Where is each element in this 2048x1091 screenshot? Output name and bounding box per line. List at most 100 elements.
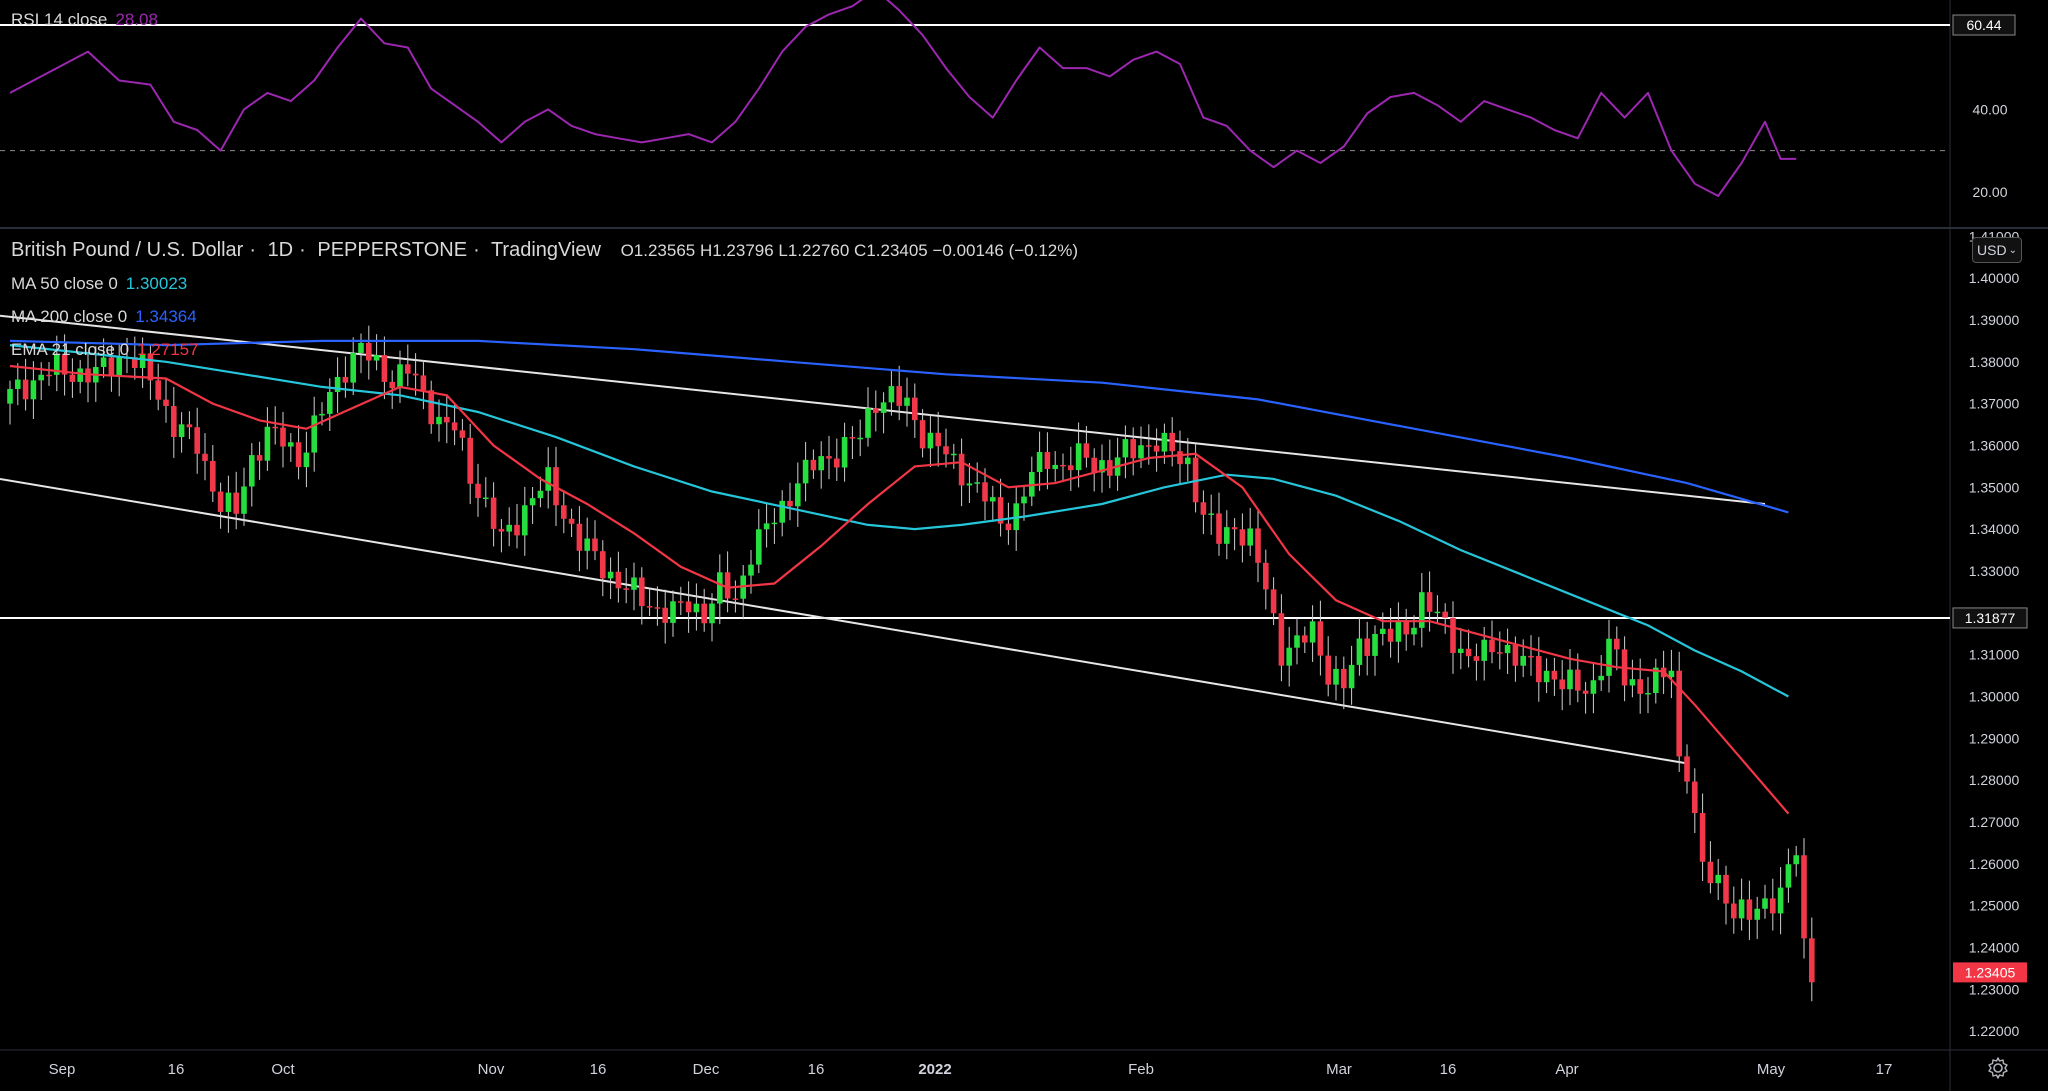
chevron-down-icon: ⌄ — [2008, 244, 2017, 256]
last-price-label: 1.23405 — [1965, 964, 2016, 980]
time-tick-label: May — [1757, 1061, 1786, 1078]
candle-body — [623, 588, 629, 590]
candle-body — [841, 437, 848, 468]
candle-body — [1380, 628, 1386, 634]
price-tick-label: 1.38000 — [1969, 354, 2020, 370]
candle-body — [1278, 613, 1285, 666]
ma50-legend[interactable]: MA 50 close 0 1.30023 — [11, 274, 187, 294]
ma50-line — [9, 344, 1789, 698]
candle-body — [1762, 898, 1768, 909]
candle-body — [1177, 451, 1183, 465]
candle-body — [607, 571, 614, 579]
candle-body — [15, 379, 21, 389]
candle-body — [1231, 527, 1238, 530]
price-tick-label: 1.22000 — [1969, 1023, 2020, 1039]
candle-body — [880, 402, 887, 413]
gear-icon[interactable] — [1986, 1056, 2010, 1080]
candle-body — [1200, 502, 1207, 515]
candle-body — [1208, 513, 1214, 515]
candle-body — [795, 483, 801, 507]
symbol-platform: TradingView — [490, 239, 601, 261]
symbol-broker: PEPPERSTONE — [317, 239, 468, 261]
candle-body — [1302, 635, 1308, 643]
candle-body — [381, 355, 388, 382]
candle-body — [662, 607, 668, 623]
candle-body — [1793, 855, 1799, 865]
candle-body — [1387, 628, 1394, 642]
candle-body — [1239, 529, 1246, 546]
candle-body — [1707, 861, 1714, 884]
candle-body — [1434, 611, 1441, 614]
candle-body — [202, 453, 208, 461]
rsi-tick-label: 20.00 — [1972, 184, 2007, 200]
candle-body — [1567, 669, 1573, 690]
candle-body — [1044, 452, 1051, 469]
candle-body — [810, 459, 817, 471]
candle-body — [1364, 638, 1370, 656]
candle-body — [966, 483, 973, 486]
candle-body — [802, 459, 809, 484]
candle-body — [724, 572, 731, 599]
candle-body — [1473, 656, 1480, 661]
candle-body — [132, 357, 138, 368]
ema21-legend[interactable]: EMA 21 close 0 1.27157 — [11, 340, 199, 360]
channel-lower-line — [0, 477, 1688, 765]
time-tick-label: Mar — [1326, 1061, 1352, 1078]
candle-body — [576, 523, 583, 551]
candle-body — [30, 380, 37, 400]
candle-body — [241, 486, 247, 514]
candle-body — [1395, 621, 1402, 642]
candle-body — [1504, 644, 1511, 654]
candle-body — [1699, 813, 1706, 862]
candle-body — [1497, 652, 1503, 654]
currency-select[interactable]: USD ⌄ — [1972, 237, 2022, 263]
candle-body — [1465, 648, 1472, 657]
time-tick-label: 16 — [808, 1061, 825, 1078]
candle-body — [990, 497, 996, 502]
candle-body — [951, 453, 957, 456]
candle-body — [1309, 621, 1316, 643]
candle-body — [1185, 457, 1191, 465]
candle-body — [654, 607, 661, 609]
candle-body — [1543, 670, 1550, 683]
candle-body — [834, 458, 840, 468]
candle-body — [327, 391, 333, 414]
ema21-legend-label: EMA 21 close 0 — [11, 340, 130, 359]
candle-body — [116, 357, 122, 376]
candle-body — [1653, 667, 1659, 693]
time-tick-label: Apr — [1555, 1061, 1578, 1078]
candle-body — [1333, 668, 1339, 685]
candle-body — [1785, 864, 1792, 888]
ma200-legend[interactable]: MA 200 close 0 1.34364 — [11, 307, 197, 327]
candle-body — [1551, 670, 1558, 680]
candle-body — [1317, 621, 1324, 656]
candle-body — [54, 355, 60, 375]
time-tick-label: 16 — [168, 1061, 185, 1078]
symbol-interval: 1D — [267, 239, 294, 261]
candle-body — [529, 498, 536, 506]
candle-body — [1723, 874, 1729, 904]
candle-body — [397, 364, 403, 389]
price-tick-label: 1.35000 — [1969, 479, 2020, 495]
candle-body — [1419, 592, 1425, 628]
candle-body — [1146, 445, 1152, 447]
candle-body — [1481, 639, 1487, 661]
time-tick-label: Oct — [271, 1061, 295, 1078]
time-tick-label: 16 — [1440, 1061, 1457, 1078]
symbol-header: British Pound / U.S. Dollar · 1D · PEPPERS… — [11, 239, 1079, 261]
candle-body — [701, 603, 707, 624]
candle-body — [1684, 756, 1690, 782]
candle-body — [139, 353, 146, 368]
candle-body — [1575, 669, 1581, 691]
candle-body — [1590, 680, 1597, 694]
candle-body — [1255, 528, 1261, 563]
price-tick-label: 1.40000 — [1969, 270, 2020, 286]
candle-body — [732, 598, 739, 600]
candle-body — [38, 374, 44, 381]
candle-body — [1270, 589, 1277, 614]
candle-body — [1809, 938, 1815, 983]
candle-body — [1450, 617, 1456, 653]
candle-body — [1348, 664, 1355, 689]
rsi-legend-value: 28.08 — [115, 10, 158, 29]
candle-body — [358, 342, 364, 353]
